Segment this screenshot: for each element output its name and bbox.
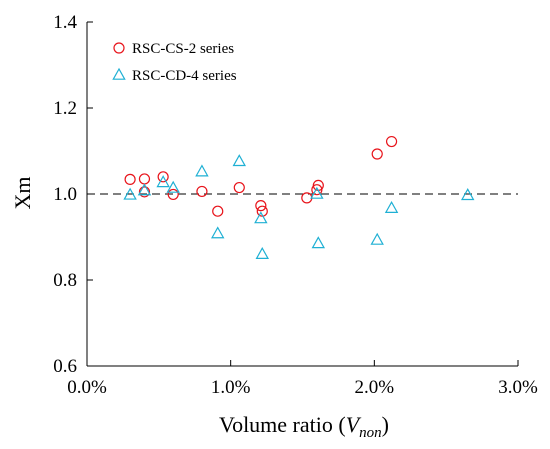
triangle-marker (311, 236, 326, 249)
legend-marker-2 (112, 67, 126, 80)
data-marks (123, 135, 475, 259)
circle-marker (138, 173, 151, 185)
circle-marker (255, 200, 267, 212)
circle-marker (167, 188, 179, 201)
triangle-marker (137, 183, 152, 196)
series-2 (123, 154, 475, 259)
y-tick-label: 0.8 (53, 270, 77, 291)
triangle-marker (156, 175, 170, 188)
circle-marker (212, 205, 224, 217)
triangle-marker (310, 186, 324, 199)
triangle-marker (123, 187, 137, 200)
circle-marker (124, 173, 136, 185)
triangle-marker (232, 154, 247, 167)
x-tick-label: 1.0% (211, 377, 251, 398)
triangle-marker (254, 211, 268, 224)
x-axis-title: Volume ratio (Vnon) (219, 412, 389, 441)
y-axis: 0.6 0.8 1.0 1.2 1.4 (53, 12, 93, 377)
series-1 (124, 135, 398, 217)
triangle-marker (195, 164, 209, 177)
triangle-marker (166, 180, 180, 193)
triangle-marker (384, 200, 399, 213)
x-axis-title-variable: V (346, 412, 362, 437)
x-axis: 0.0% 1.0% 2.0% 3.0% (67, 360, 538, 398)
y-tick-label: 1.0 (53, 184, 77, 205)
circle-marker (385, 135, 398, 148)
x-axis-title-text: Volume ratio ( (219, 412, 346, 437)
circle-marker (233, 181, 245, 194)
x-axis-title-subscript: non (359, 425, 382, 441)
circle-marker (196, 185, 208, 198)
legend-label-2: RSC-CD-4 series (132, 68, 237, 84)
circle-marker (301, 192, 313, 204)
y-tick-label: 0.6 (53, 356, 77, 377)
triangle-marker (255, 246, 269, 259)
circle-marker (157, 171, 169, 183)
x-tick-label: 0.0% (67, 377, 107, 398)
y-tick-label: 1.4 (53, 12, 77, 33)
triangle-marker (370, 232, 384, 245)
triangle-marker (211, 226, 225, 239)
triangle-marker (460, 188, 475, 201)
y-tick-label: 1.2 (53, 98, 77, 119)
circle-marker (138, 186, 151, 198)
legend-label-1: RSC-CS-2 series (132, 41, 234, 57)
legend: RSC-CS-2 series RSC-CD-4 series (112, 41, 237, 84)
x-tick-label: 2.0% (355, 377, 395, 398)
legend-marker-1 (113, 42, 125, 54)
y-axis-title: Xm (10, 177, 35, 210)
x-axis-title-close: ) (382, 412, 389, 437)
x-tick-label: 3.0% (498, 377, 538, 398)
circle-marker (371, 148, 383, 160)
